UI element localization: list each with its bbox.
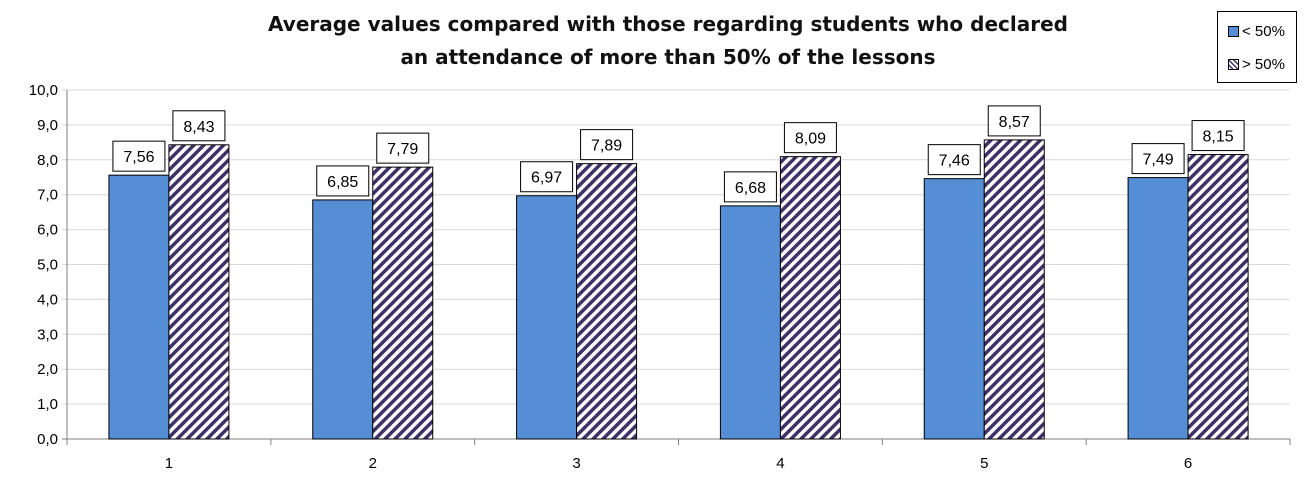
x-tick-label: 2 — [369, 455, 377, 472]
data-label-box — [927, 144, 981, 176]
data-label: 6,85 — [327, 174, 358, 191]
y-tick-label: 5,0 — [37, 257, 58, 274]
y-tick-label: 0,0 — [37, 431, 58, 448]
data-label-box — [1131, 143, 1185, 175]
x-tick-label: 5 — [980, 455, 988, 472]
data-label-box — [723, 171, 777, 203]
x-tick-label: 6 — [1184, 455, 1192, 472]
bar-series-1 — [516, 195, 578, 440]
y-tick-label: 8,0 — [37, 152, 58, 169]
legend-item-below-50: < 50% — [1228, 22, 1285, 40]
chart-title-line-1: Average values compared with those regar… — [268, 12, 1068, 36]
y-tick-label: 3,0 — [37, 326, 58, 343]
y-tick-label: 4,0 — [37, 291, 58, 308]
data-label: 8,09 — [795, 131, 826, 148]
data-label-box — [376, 132, 430, 164]
chart-title-line-2: an attendance of more than 50% of the le… — [400, 45, 936, 69]
legend-swatch-solid — [1228, 25, 1239, 37]
y-tick-label: 1,0 — [37, 396, 58, 413]
bar-series-2 — [168, 144, 230, 440]
y-tick-label: 6,0 — [37, 222, 58, 239]
data-label-box — [783, 122, 837, 154]
bar-series-2 — [576, 163, 638, 440]
x-tick-label: 4 — [776, 455, 784, 472]
bar-series-2 — [372, 166, 434, 440]
data-label: 7,49 — [1143, 152, 1174, 169]
data-label-box — [172, 110, 226, 142]
bar-series-2 — [983, 139, 1045, 440]
data-label: 7,89 — [591, 138, 622, 155]
legend-label-below-50: < 50% — [1242, 22, 1285, 40]
bar-series-1 — [719, 205, 781, 440]
data-label: 6,68 — [735, 180, 766, 197]
legend-item-above-50: > 50% — [1228, 55, 1285, 73]
data-label-box — [316, 165, 370, 197]
x-tick-label: 3 — [572, 455, 580, 472]
bar-series-1 — [923, 178, 985, 440]
data-label-box — [580, 129, 634, 161]
data-label: 8,15 — [1203, 129, 1234, 146]
data-label: 8,43 — [183, 119, 214, 136]
data-label-box — [987, 105, 1041, 137]
x-tick-label: 1 — [165, 455, 173, 472]
data-label: 7,56 — [123, 149, 154, 166]
bar-series-1 — [1127, 177, 1189, 440]
legend-label-above-50: > 50% — [1242, 55, 1285, 73]
data-label: 7,46 — [939, 153, 970, 170]
y-tick-label: 7,0 — [37, 187, 58, 204]
data-label-box — [112, 140, 166, 172]
y-tick-label: 2,0 — [37, 361, 58, 378]
y-tick-label: 9,0 — [37, 117, 58, 134]
data-label: 7,79 — [387, 141, 418, 158]
data-label: 6,97 — [531, 170, 562, 187]
legend: < 50% > 50% — [1217, 11, 1297, 83]
bar-series-1 — [312, 199, 374, 440]
bar-series-1 — [108, 174, 170, 440]
legend-swatch-hatched — [1228, 58, 1239, 70]
data-label: 8,57 — [999, 114, 1030, 131]
bar-series-2 — [1187, 154, 1249, 440]
y-tick-label: 10,0 — [29, 82, 58, 99]
data-label-box — [520, 161, 574, 193]
data-label-box — [1191, 120, 1245, 152]
bar-series-2 — [779, 156, 841, 440]
